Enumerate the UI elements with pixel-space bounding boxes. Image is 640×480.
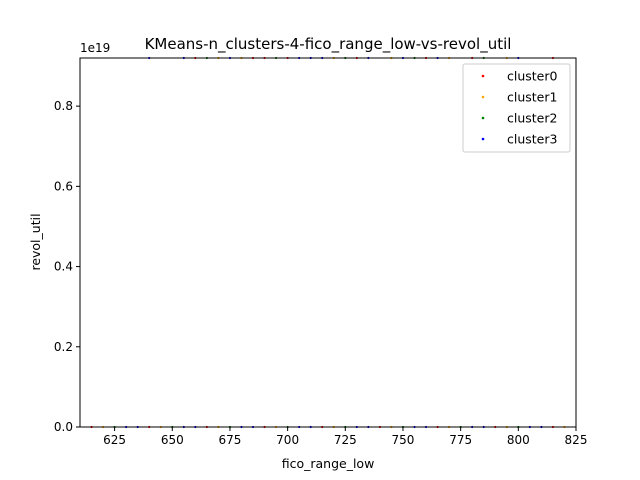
legend: cluster0 cluster1 cluster2 cluster3 (462, 63, 571, 153)
x-tick-label-7: 800 (507, 433, 530, 447)
legend-label-cluster2: cluster2 (507, 111, 557, 126)
legend-marker-cluster3 (481, 137, 485, 141)
legend-label-cluster1: cluster1 (507, 90, 557, 105)
legend-marker-cluster2 (481, 116, 485, 120)
y-tick-label-1: 0.2 (54, 340, 73, 354)
x-axis-ticks: 625 650 675 700 725 750 775 800 825 (103, 427, 587, 447)
plot-frame (79, 57, 577, 428)
y-offset-label: 1e19 (80, 41, 110, 55)
legend-label-cluster0: cluster0 (507, 69, 558, 84)
legend-label-cluster3: cluster3 (507, 132, 557, 147)
x-tick-label-6: 775 (449, 433, 472, 447)
y-axis-label: revol_util (28, 213, 43, 270)
x-tick-label-0: 625 (103, 433, 126, 447)
y-axis-ticks: 0.0 0.2 0.4 0.6 0.8 (54, 99, 80, 434)
x-tick-label-2: 675 (219, 433, 242, 447)
legend-marker-cluster0 (481, 74, 485, 78)
x-tick-label-1: 650 (161, 433, 184, 447)
y-tick-label-3: 0.6 (54, 179, 73, 193)
y-tick-label-2: 0.4 (54, 260, 73, 274)
y-tick-label-4: 0.8 (54, 99, 73, 113)
legend-marker-cluster1 (481, 95, 485, 99)
legend-box (462, 63, 571, 153)
x-tick-label-3: 700 (276, 433, 299, 447)
x-tick-label-5: 750 (392, 433, 415, 447)
x-tick-label-4: 725 (334, 433, 357, 447)
x-tick-label-8: 825 (565, 433, 588, 447)
chart-title: KMeans-n_clusters-4-fico_range_low-vs-re… (145, 35, 512, 54)
y-tick-label-0: 0.0 (54, 420, 73, 434)
x-axis-label: fico_range_low (282, 456, 375, 471)
